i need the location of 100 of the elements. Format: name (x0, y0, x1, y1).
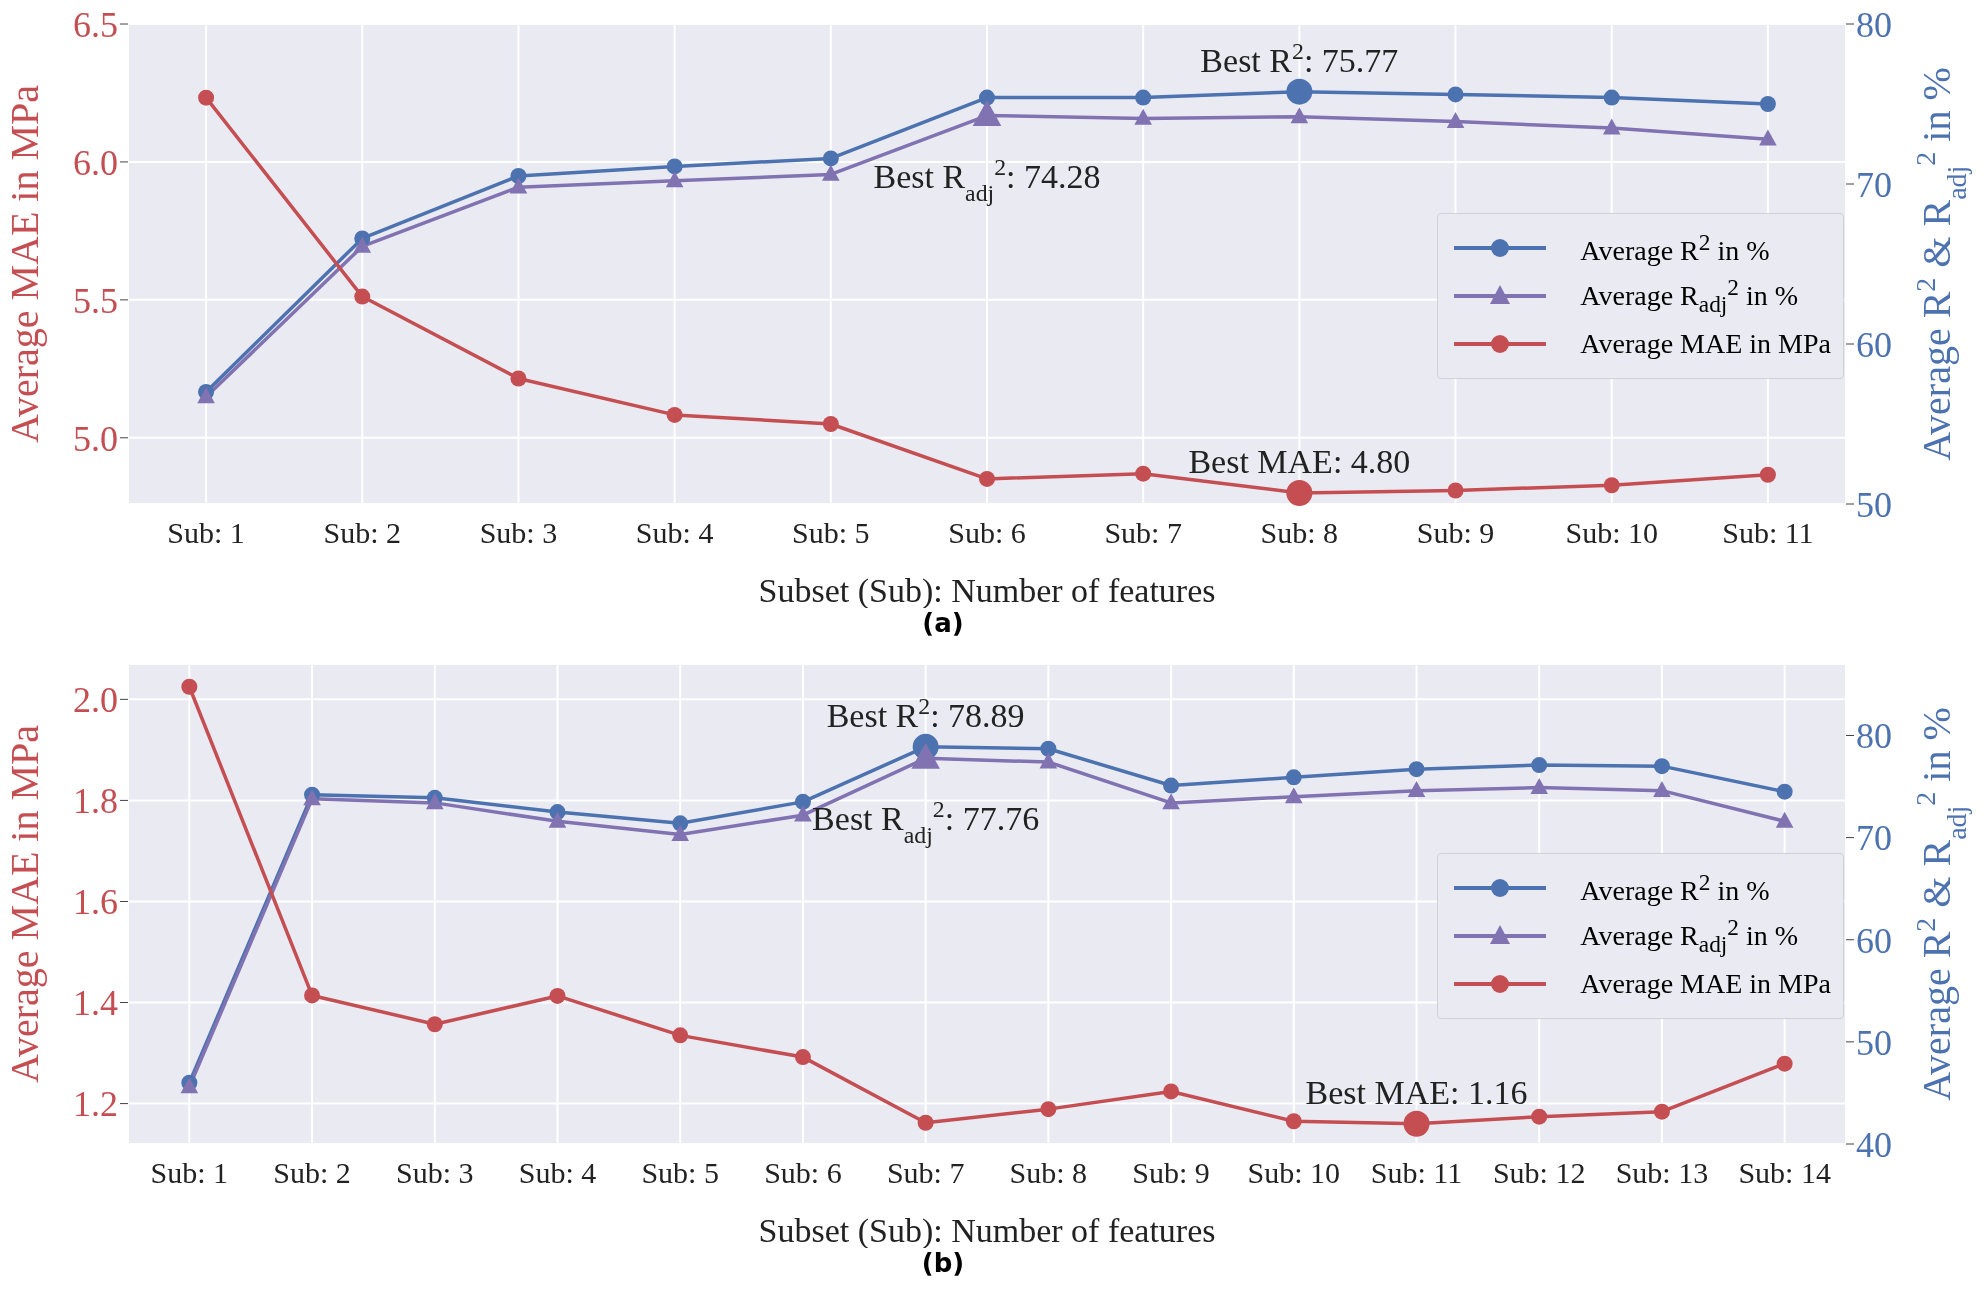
point (1039, 752, 1058, 769)
point (1759, 96, 1776, 112)
y2-tick-label: 40 (1856, 1124, 1892, 1165)
point (304, 987, 321, 1004)
y2-tick-label: 60 (1856, 920, 1892, 961)
point (510, 370, 527, 387)
legend-label: Average R$^{2}$ in % (1580, 868, 1770, 908)
x-tick-label: Sub: 5 (641, 1156, 719, 1190)
x-tick-label: Sub: 9 (1416, 516, 1495, 550)
point (822, 164, 840, 181)
point (1285, 769, 1302, 786)
point (1040, 740, 1057, 757)
point (794, 793, 811, 810)
x-tick-label: Sub: 11 (1722, 516, 1814, 550)
point (794, 1049, 811, 1066)
x-tick-label: Sub: 7 (1104, 516, 1182, 550)
x-tick-label: Sub: 2 (323, 516, 402, 550)
point (353, 236, 372, 253)
y-tick-label: 1.4 (73, 983, 118, 1024)
y-tick-label: 1.8 (73, 781, 118, 822)
x-tick-label: Sub: 6 (764, 1156, 842, 1190)
point (426, 1016, 443, 1033)
point (1163, 1083, 1180, 1100)
point (979, 470, 995, 487)
point (1653, 758, 1670, 775)
annotation: Best R$^{2}$: 75.77 (1200, 37, 1399, 79)
point (1653, 781, 1671, 798)
point (1135, 89, 1152, 106)
x-tick-label: Sub: 1 (167, 516, 245, 550)
point (822, 150, 839, 167)
x-tick-label: Sub: 14 (1738, 1156, 1831, 1190)
y-tick-label: 5.0 (73, 418, 118, 459)
point (1759, 466, 1776, 483)
point (672, 1027, 689, 1044)
x-tick-label: Sub: 10 (1247, 1156, 1341, 1190)
point (1407, 781, 1426, 798)
x-tick-label: Sub: 8 (1009, 1156, 1088, 1190)
point (1602, 118, 1621, 135)
y2-tick-label: 60 (1856, 324, 1892, 365)
point (666, 158, 683, 175)
point (665, 171, 684, 188)
point (1759, 129, 1777, 146)
y2-tick-label: 70 (1856, 164, 1892, 205)
point (1284, 787, 1303, 804)
legend-label: Average R$_{adj}$$^{2}$ in % (1580, 274, 1799, 318)
point (1135, 465, 1152, 482)
text: (a) (921, 608, 965, 640)
point (794, 805, 812, 822)
point (1040, 1101, 1057, 1118)
point (181, 678, 198, 695)
legend-label: Average R$^{2}$ in % (1580, 228, 1770, 268)
y2-tick-label: 70 (1856, 818, 1892, 859)
y2-tick-label: 50 (1856, 484, 1892, 525)
x-tick-label: Sub: 5 (792, 516, 870, 550)
annotation: Best MAE: 1.16 (1305, 1073, 1528, 1111)
y-tick-label: 5.5 (73, 280, 118, 321)
x-tick-label: Sub: 3 (479, 516, 558, 550)
annotation: Best R$_{adj}$$^{2}$: 77.76 (812, 796, 1040, 849)
point (198, 89, 215, 106)
point (917, 1114, 934, 1131)
point (1290, 107, 1309, 124)
y2-tick-label: 80 (1856, 716, 1892, 757)
point (354, 288, 371, 305)
point (1603, 477, 1620, 494)
point (1775, 811, 1794, 828)
point (1776, 1055, 1793, 1072)
x-tick-label: Sub: 6 (948, 516, 1026, 550)
annotation: Best R$_{adj}$$^{2}$: 74.28 (873, 153, 1101, 206)
legend-label: Average MAE in MPa (1580, 968, 1831, 1000)
x-tick-label: Sub: 10 (1565, 516, 1658, 550)
y-tick-label: 6.5 (73, 4, 118, 45)
point (1530, 777, 1549, 794)
x-tick-label: Sub: 4 (518, 1156, 597, 1190)
y-tick-label: 6.0 (73, 142, 118, 183)
point (1447, 86, 1464, 103)
legend-label: Average MAE in MPa (1580, 328, 1831, 360)
point (666, 406, 683, 423)
point (1162, 793, 1180, 810)
y-tick-label: 1.2 (73, 1084, 118, 1125)
point (548, 811, 567, 828)
point (1408, 761, 1425, 778)
x-tick-label: Sub: 8 (1260, 516, 1339, 550)
x-tick-label: Sub: 9 (1132, 1156, 1210, 1190)
y-tick-label: 2.0 (73, 680, 118, 721)
point (1447, 482, 1464, 499)
x-tick-label: Sub: 3 (396, 1156, 474, 1190)
y-tick-label: 1.6 (73, 882, 118, 923)
point (1446, 112, 1465, 128)
point (1134, 108, 1152, 125)
text: (b) (920, 1248, 966, 1280)
point (1603, 89, 1620, 106)
point (822, 416, 839, 432)
point (509, 177, 528, 194)
point (1285, 1113, 1302, 1130)
x-tick-label: Sub: 1 (150, 1156, 229, 1190)
x-tick-label: Sub: 4 (635, 516, 714, 550)
point (425, 793, 444, 810)
annotation: Best MAE: 4.80 (1188, 442, 1411, 480)
y-axis-title: Average MAE in MPa (2, 724, 47, 1084)
point (1531, 757, 1548, 774)
